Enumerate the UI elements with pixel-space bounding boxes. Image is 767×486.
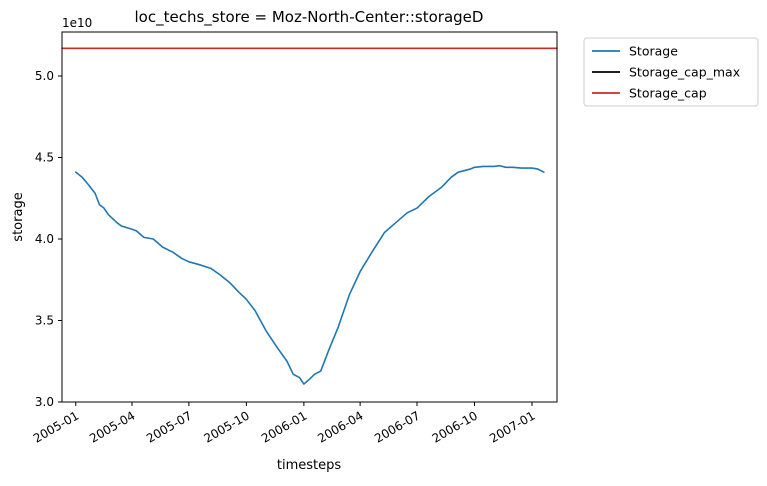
x-tick-label: 2007-01	[487, 408, 537, 445]
x-tick-label: 2005-04	[87, 408, 137, 445]
legend-label: Storage_cap	[629, 86, 707, 101]
y-axis-label: storage	[11, 192, 26, 241]
series-line-storage	[74, 164, 545, 385]
legend: Storage Storage_cap_max Storage_cap	[583, 37, 759, 107]
y-axis-ticks: 3.0 3.5 4.0 4.5 5.0	[35, 69, 62, 409]
x-tick-label: 2005-10	[201, 408, 251, 445]
y-tick-label: 5.0	[35, 69, 54, 83]
legend-label: Storage	[629, 44, 678, 59]
plot-frame	[61, 31, 558, 403]
x-axis-label: timesteps	[277, 458, 341, 473]
legend-label: Storage_cap_max	[629, 65, 740, 80]
x-tick-label: 2005-01	[31, 408, 81, 445]
x-axis-ticks: 2005-01 2005-04 2005-07 2005-10 2006-01 2006-…	[31, 402, 538, 446]
y-tick-label: 3.0	[35, 395, 54, 409]
legend-box	[583, 37, 759, 107]
y-tick-label: 4.5	[35, 151, 54, 165]
x-tick-label: 2006-04	[315, 408, 365, 445]
y-tick-label: 4.0	[35, 232, 54, 246]
series-layer	[61, 47, 558, 385]
chart-title: loc_techs_store = Moz-North-Center::stor…	[135, 8, 484, 27]
plot-area	[61, 31, 558, 403]
legend-items: Storage Storage_cap_max Storage_cap	[592, 44, 740, 101]
x-tick-label: 2005-07	[144, 408, 194, 445]
y-tick-label: 3.5	[35, 314, 54, 328]
x-tick-label: 2006-01	[259, 408, 309, 445]
y-axis-offset-label: 1e10	[62, 16, 92, 30]
x-tick-label: 2006-07	[372, 408, 422, 445]
x-tick-label: 2006-10	[430, 408, 480, 445]
